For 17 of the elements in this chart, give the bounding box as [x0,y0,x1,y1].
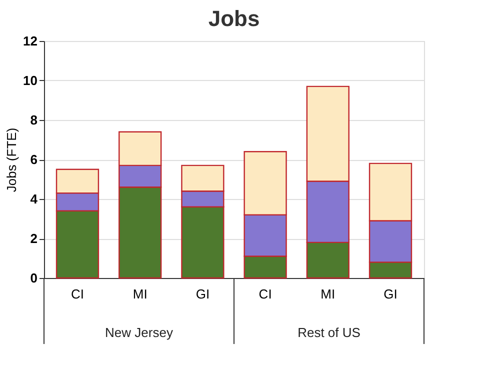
x-tick-label: MI [320,286,336,302]
y-tick-label: 8 [30,112,38,128]
chart-title: Jobs [208,6,260,31]
x-tick-label: GI [384,286,398,302]
x-tick-label: MI [132,286,148,302]
y-tick-label: 12 [23,34,38,48]
x-tick-label: GI [196,286,210,302]
text: New Jersey [105,325,174,340]
y-tick-label: 4 [30,192,38,206]
y-tick-label: 0 [30,270,38,286]
y-tick-label: 10 [23,73,38,88]
y-axis-title: Jobs (FTE) [4,128,20,192]
y-tick-label: 2 [30,231,38,246]
x-tick-label: CI [70,286,84,302]
text: Rest of US [298,325,361,340]
y-tick-label: 6 [30,152,38,167]
x-tick-label: CI [258,286,272,302]
